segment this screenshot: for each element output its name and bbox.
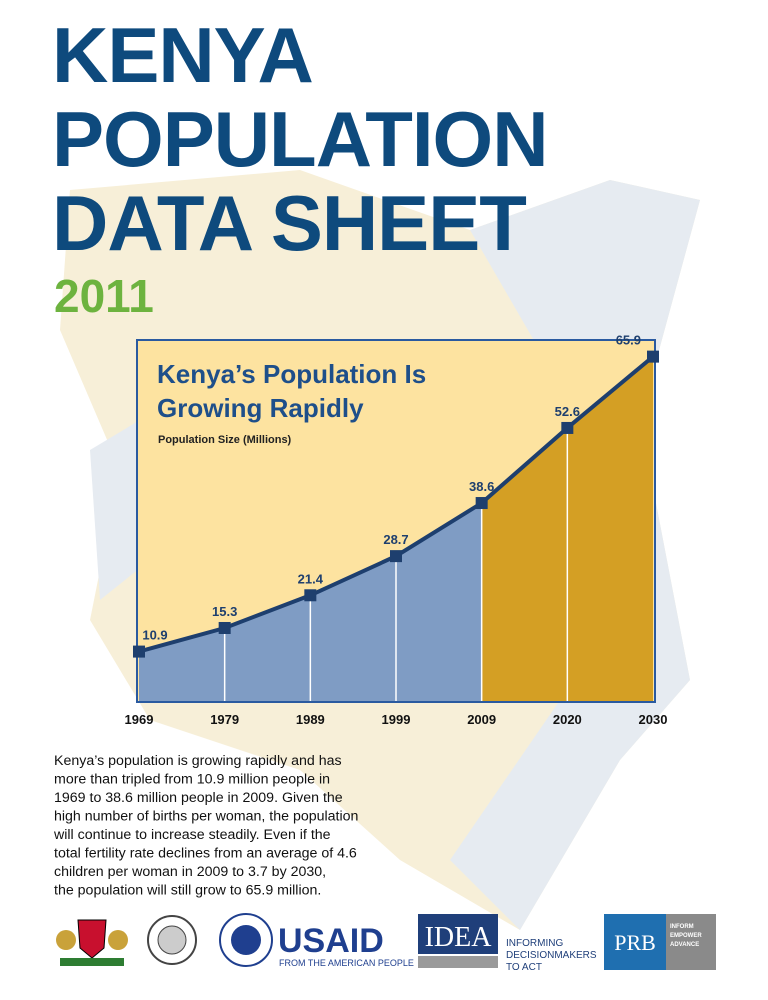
chart-title: Kenya’s Population Is: [157, 359, 426, 389]
data-label: 52.6: [555, 404, 580, 419]
kenya-coat-of-arms: [52, 908, 132, 974]
idea-tagline: INFORMING: [506, 938, 563, 949]
marker: [218, 621, 231, 634]
usaid-seal-inner: [231, 925, 261, 955]
body-line: will continue to increase steadily. Even…: [53, 827, 331, 843]
marker: [133, 645, 145, 658]
seal-inner: [157, 925, 187, 955]
marker: [475, 497, 488, 510]
lion: [56, 930, 76, 950]
marker: [561, 421, 574, 434]
marker: [647, 350, 659, 363]
data-label: 38.6: [469, 479, 494, 494]
data-label: 28.7: [383, 532, 408, 547]
body-line: Kenya’s population is growing rapidly an…: [54, 753, 342, 769]
x-tick-label: 2020: [553, 712, 582, 727]
data-label: 21.4: [298, 571, 324, 586]
title-line: KENYA: [52, 11, 313, 99]
area-segment: [567, 356, 653, 701]
body-line: 1969 to 38.6 million people in 2009. Giv…: [54, 790, 343, 806]
body-line: more than tripled from 10.9 million peop…: [54, 772, 330, 788]
shield: [77, 919, 107, 959]
x-tick-label: 2009: [467, 712, 496, 727]
body-text: Kenya’s population is growing rapidly an…: [53, 753, 358, 899]
x-tick-label: 1989: [296, 712, 325, 727]
base: [60, 958, 124, 966]
idea-tagline: TO ACT: [506, 962, 542, 973]
body-line: children per woman in 2009 to 3.7 by 203…: [54, 864, 326, 880]
body-line: high number of births per woman, the pop…: [54, 809, 358, 825]
area-segment: [310, 556, 396, 701]
body-line: the population will still grow to 65.9 m…: [54, 883, 321, 899]
y-axis-label: Population Size (Millions): [158, 434, 292, 446]
idea-box: [418, 914, 498, 954]
idea-logo: IDEA: [425, 922, 493, 953]
prb-box: [604, 914, 666, 970]
area-segment: [396, 503, 482, 701]
usaid-logo: USAID: [278, 922, 384, 960]
body-line: total fertility rate declines from an av…: [54, 846, 357, 862]
idea-bar: [418, 956, 498, 968]
x-tick-label: 1979: [210, 712, 239, 727]
idea-tagline: DECISIONMAKERS: [506, 950, 597, 961]
area-segment: [481, 427, 568, 701]
map-region: [90, 420, 150, 600]
marker: [390, 550, 402, 563]
x-tick-label: 1969: [125, 712, 154, 727]
data-label: 10.9: [142, 628, 167, 643]
lion: [108, 930, 128, 950]
usaid-tagline: FROM THE AMERICAN PEOPLE: [279, 958, 414, 968]
chart-title: Growing Rapidly: [157, 393, 364, 423]
prb-tagline: ADVANCE: [670, 942, 699, 948]
prb-tag-box: [666, 914, 716, 970]
title-line: DATA SHEET: [52, 179, 526, 267]
marker: [304, 589, 317, 602]
x-tick-label: 1999: [382, 712, 411, 727]
title-line: POPULATION: [52, 95, 548, 183]
data-label: 65.9: [616, 333, 641, 348]
data-label: 15.3: [212, 604, 237, 619]
prb-tagline: INFORM: [670, 924, 694, 930]
x-tick-label: 2030: [639, 712, 668, 727]
year: 2011: [54, 270, 154, 322]
chart: Kenya’s Population Is Growing Rapidly Popu…: [125, 333, 668, 727]
prb-logo: PRB: [614, 930, 656, 955]
prb-tagline: EMPOWER: [670, 933, 702, 939]
